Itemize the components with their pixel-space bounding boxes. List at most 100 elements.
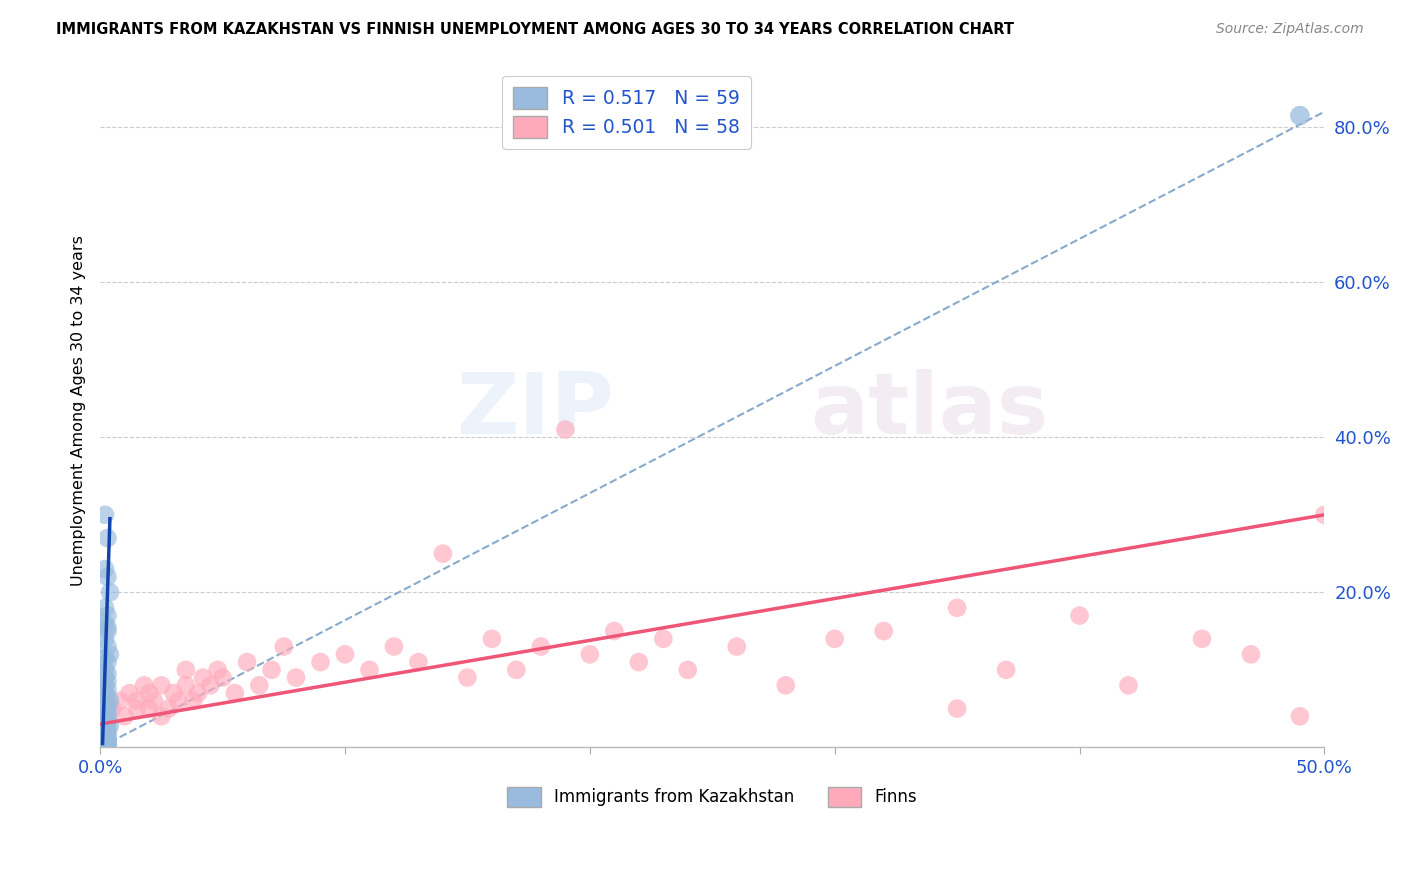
Point bbox=[579, 648, 602, 662]
Point bbox=[101, 701, 124, 715]
Point bbox=[946, 600, 969, 615]
Point bbox=[408, 655, 430, 669]
Point bbox=[167, 694, 190, 708]
Point bbox=[94, 714, 117, 729]
Point bbox=[96, 736, 118, 750]
Point bbox=[1289, 709, 1312, 723]
Point bbox=[554, 423, 576, 437]
Point bbox=[94, 731, 117, 745]
Point bbox=[211, 671, 233, 685]
Point bbox=[96, 736, 118, 750]
Point bbox=[138, 701, 160, 715]
Point bbox=[1069, 608, 1091, 623]
Point bbox=[94, 739, 117, 753]
Point bbox=[1118, 678, 1140, 692]
Point bbox=[1240, 648, 1263, 662]
Point bbox=[134, 678, 156, 692]
Point bbox=[187, 686, 209, 700]
Point bbox=[96, 640, 118, 654]
Point bbox=[94, 703, 117, 717]
Point bbox=[224, 686, 246, 700]
Point bbox=[824, 632, 846, 646]
Point bbox=[150, 709, 173, 723]
Point bbox=[96, 734, 118, 748]
Point bbox=[382, 640, 405, 654]
Point bbox=[138, 686, 160, 700]
Point bbox=[603, 624, 626, 638]
Point bbox=[333, 648, 356, 662]
Point bbox=[94, 616, 117, 631]
Point bbox=[98, 694, 121, 708]
Point bbox=[174, 663, 197, 677]
Point bbox=[96, 730, 118, 744]
Point bbox=[872, 624, 894, 638]
Point bbox=[946, 701, 969, 715]
Point bbox=[627, 655, 650, 669]
Point bbox=[273, 640, 295, 654]
Point bbox=[1191, 632, 1213, 646]
Point bbox=[191, 671, 214, 685]
Point bbox=[96, 698, 118, 712]
Point bbox=[94, 737, 117, 751]
Point bbox=[94, 686, 117, 700]
Point bbox=[505, 663, 527, 677]
Legend: Immigrants from Kazakhstan, Finns: Immigrants from Kazakhstan, Finns bbox=[501, 780, 924, 814]
Point bbox=[96, 737, 118, 751]
Point bbox=[94, 671, 117, 685]
Point bbox=[181, 694, 204, 708]
Point bbox=[96, 570, 118, 584]
Text: IMMIGRANTS FROM KAZAKHSTAN VS FINNISH UNEMPLOYMENT AMONG AGES 30 TO 34 YEARS COR: IMMIGRANTS FROM KAZAKHSTAN VS FINNISH UN… bbox=[56, 22, 1014, 37]
Point bbox=[94, 663, 117, 677]
Point bbox=[96, 674, 118, 689]
Point bbox=[114, 709, 136, 723]
Point bbox=[432, 547, 454, 561]
Point bbox=[94, 736, 117, 750]
Point bbox=[260, 663, 283, 677]
Point bbox=[96, 738, 118, 752]
Point bbox=[96, 701, 118, 715]
Point bbox=[96, 655, 118, 669]
Point bbox=[652, 632, 675, 646]
Point bbox=[118, 686, 141, 700]
Point bbox=[285, 671, 308, 685]
Point bbox=[676, 663, 699, 677]
Point bbox=[94, 738, 117, 752]
Point bbox=[359, 663, 381, 677]
Point bbox=[125, 694, 148, 708]
Point bbox=[94, 739, 117, 754]
Point bbox=[96, 717, 118, 731]
Point bbox=[481, 632, 503, 646]
Point bbox=[94, 735, 117, 749]
Point bbox=[94, 562, 117, 576]
Point bbox=[96, 732, 118, 747]
Point bbox=[94, 651, 117, 665]
Point bbox=[94, 728, 117, 742]
Point bbox=[247, 678, 270, 692]
Point bbox=[96, 624, 118, 638]
Point bbox=[98, 648, 121, 662]
Point bbox=[94, 707, 117, 722]
Point bbox=[530, 640, 553, 654]
Text: Source: ZipAtlas.com: Source: ZipAtlas.com bbox=[1216, 22, 1364, 37]
Point bbox=[98, 585, 121, 599]
Point bbox=[96, 706, 118, 720]
Point bbox=[236, 655, 259, 669]
Point bbox=[725, 640, 748, 654]
Point bbox=[157, 701, 180, 715]
Point bbox=[94, 711, 117, 725]
Text: ZIP: ZIP bbox=[457, 368, 614, 451]
Point bbox=[108, 694, 131, 708]
Point bbox=[94, 724, 117, 739]
Point bbox=[775, 678, 797, 692]
Point bbox=[96, 531, 118, 545]
Point bbox=[1313, 508, 1336, 522]
Point bbox=[96, 690, 118, 704]
Point bbox=[125, 701, 148, 715]
Point bbox=[96, 726, 118, 740]
Point bbox=[94, 632, 117, 646]
Point bbox=[96, 713, 118, 727]
Point bbox=[94, 600, 117, 615]
Point bbox=[96, 608, 118, 623]
Point bbox=[456, 671, 478, 685]
Point bbox=[94, 678, 117, 692]
